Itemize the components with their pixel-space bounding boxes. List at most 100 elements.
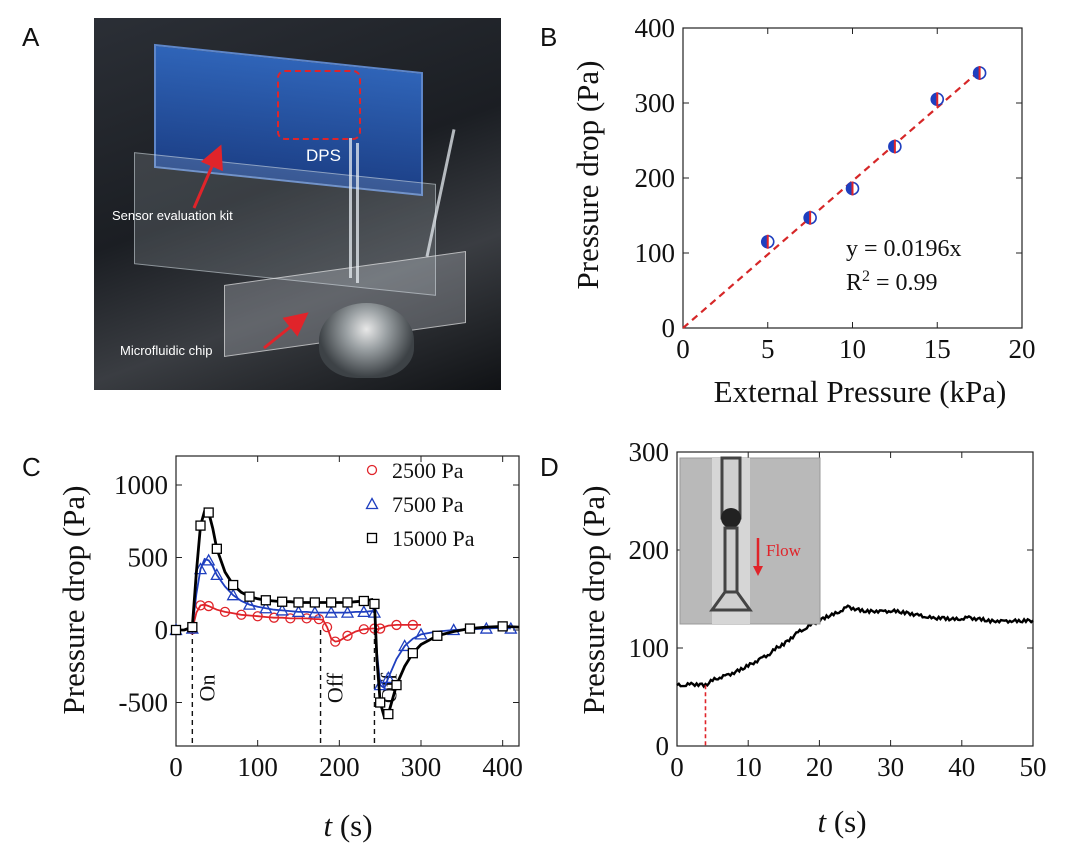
chart-c-series-line bbox=[176, 557, 511, 690]
chart-c-series-marker bbox=[381, 671, 395, 683]
chart-b-point-half-blue bbox=[888, 140, 895, 153]
tubing bbox=[356, 143, 359, 283]
chart-c-frame bbox=[175, 455, 520, 747]
chart-c-series-marker bbox=[260, 595, 271, 606]
chart-b-ytick-label: 300 bbox=[635, 88, 676, 118]
chart-b-ytick-label: 100 bbox=[635, 238, 676, 268]
photo-arrows bbox=[192, 144, 309, 350]
chart-c-xtick-label: 400 bbox=[482, 752, 523, 782]
chart-c-event-label: Off bbox=[323, 672, 348, 703]
chart-c-series-marker bbox=[342, 630, 353, 641]
chart-c-xlabel-unit: (s) bbox=[332, 808, 372, 843]
chart-c-series-marker bbox=[268, 612, 280, 623]
chart-c-series-marker bbox=[293, 597, 304, 608]
chart-d-xtick-label: 20 bbox=[806, 752, 833, 782]
chart-c-series-marker bbox=[210, 568, 224, 581]
microscope-objective bbox=[319, 303, 414, 378]
chart-c-series-marker bbox=[236, 609, 247, 620]
chart-c-series-marker bbox=[291, 605, 306, 618]
chart-b-xtick-label: 15 bbox=[924, 334, 951, 364]
chart-c-series-marker bbox=[226, 588, 240, 601]
chart-c-series-marker bbox=[203, 600, 214, 612]
chart-d-ytick-label: 300 bbox=[629, 437, 670, 467]
chart-c-series-marker bbox=[391, 679, 402, 691]
chart-c-ytick-label: 0 bbox=[155, 615, 169, 645]
chart-c-series-marker bbox=[195, 600, 206, 611]
dps-label: DPS bbox=[306, 146, 341, 165]
chart-c-series-marker bbox=[375, 697, 386, 708]
chart-d-xlabel-unit: (s) bbox=[826, 804, 866, 839]
chart-b-xtick-label: 5 bbox=[761, 334, 775, 364]
chart-b-fit-line bbox=[682, 69, 981, 329]
chart-d-xtick-label: 30 bbox=[877, 752, 904, 782]
chart-c-series-marker bbox=[432, 630, 443, 641]
chart-c-series-marker bbox=[358, 595, 369, 607]
chip-arrow bbox=[263, 312, 309, 350]
panel-letter-a: A bbox=[22, 22, 40, 52]
chart-c-series-marker bbox=[301, 613, 312, 624]
chart-c-series-marker bbox=[228, 579, 239, 591]
chart-b-ylabel: Pressure drop (Pa) bbox=[570, 60, 605, 289]
tubing bbox=[349, 138, 352, 278]
chart-c-event-label: On bbox=[194, 675, 219, 702]
chart-b-point-half-blue bbox=[804, 211, 811, 224]
chart-c-legend-label: 2500 Pa bbox=[392, 458, 464, 483]
chart-d-frame bbox=[676, 451, 1034, 747]
flow-inset: Flow bbox=[679, 456, 821, 625]
chart-c-ytick-label: -500 bbox=[119, 688, 169, 718]
chart-c-series-marker bbox=[244, 591, 255, 602]
chart-c-series-marker bbox=[324, 605, 338, 618]
chart-c-series-marker bbox=[259, 601, 273, 614]
chart-b-point-half-blue bbox=[761, 235, 768, 248]
panel-letter-c: C bbox=[22, 452, 41, 482]
chart-b-r2: R2 = 0.99 bbox=[846, 268, 938, 296]
chart-c-series-marker bbox=[358, 624, 369, 635]
inset-droplet bbox=[721, 508, 741, 528]
chart-c-series-marker bbox=[242, 597, 257, 610]
chart-c-series-marker bbox=[342, 597, 353, 608]
chart-d-ytick-label: 200 bbox=[629, 535, 670, 565]
chart-c-legend-marker bbox=[366, 532, 378, 544]
chart-c-series-marker bbox=[275, 603, 289, 616]
chart-c-series-marker bbox=[202, 553, 216, 566]
chart-c-series-marker bbox=[464, 623, 476, 634]
dps-highlight-box bbox=[277, 70, 361, 140]
chart-c-series-marker bbox=[497, 621, 508, 632]
chart-b-ytick-label: 400 bbox=[635, 13, 676, 43]
chart-d-xlabel-t: t bbox=[817, 804, 827, 839]
chart-c-series-marker bbox=[195, 520, 206, 531]
chart-c-series-marker bbox=[211, 543, 222, 554]
chart-d-xtick-label: 10 bbox=[735, 752, 762, 782]
sensor-kit-arrow bbox=[192, 144, 223, 209]
chart-c-legend-label: 7500 Pa bbox=[392, 492, 464, 517]
flow-arrowhead bbox=[753, 566, 763, 576]
sensor-kit-label: Sensor evaluation kit bbox=[112, 208, 233, 223]
chart-b-ytick-label: 0 bbox=[662, 313, 676, 343]
chart-d-series-line bbox=[676, 604, 1034, 689]
chip-label: Microfluidic chip bbox=[120, 343, 213, 358]
chart-b-r2-prefix: R bbox=[846, 270, 862, 296]
chart-c-ylabel: Pressure drop (Pa) bbox=[56, 485, 91, 714]
chart-d-xtick-label: 40 bbox=[948, 752, 975, 782]
chart-c-series-marker bbox=[391, 619, 402, 631]
chart-b-xtick-label: 10 bbox=[839, 334, 866, 364]
chart-c-ytick-label: 500 bbox=[128, 543, 169, 573]
chart-b-point-half-blue bbox=[846, 182, 853, 195]
chart-c-legend-marker bbox=[365, 497, 379, 510]
chart-c-series-marker bbox=[407, 648, 418, 659]
chart-c-series-marker bbox=[326, 597, 337, 608]
chart-d-ytick-label: 100 bbox=[629, 633, 670, 663]
chart-c-series-marker bbox=[398, 639, 412, 652]
inset-outlet bbox=[709, 590, 753, 612]
panel-letter-b: B bbox=[540, 22, 558, 52]
chart-c-series-marker bbox=[203, 507, 214, 518]
chart-c-series-marker bbox=[219, 606, 231, 618]
chart-c-xtick-label: 0 bbox=[169, 752, 183, 782]
chart-b-xlabel: External Pressure (kPa) bbox=[714, 374, 1007, 409]
chart-d-xlabel: t (s) bbox=[817, 804, 866, 839]
chart-c-xtick-label: 100 bbox=[237, 752, 278, 782]
flow-label: Flow bbox=[766, 541, 802, 560]
chart-b-ytick-label: 200 bbox=[635, 163, 676, 193]
